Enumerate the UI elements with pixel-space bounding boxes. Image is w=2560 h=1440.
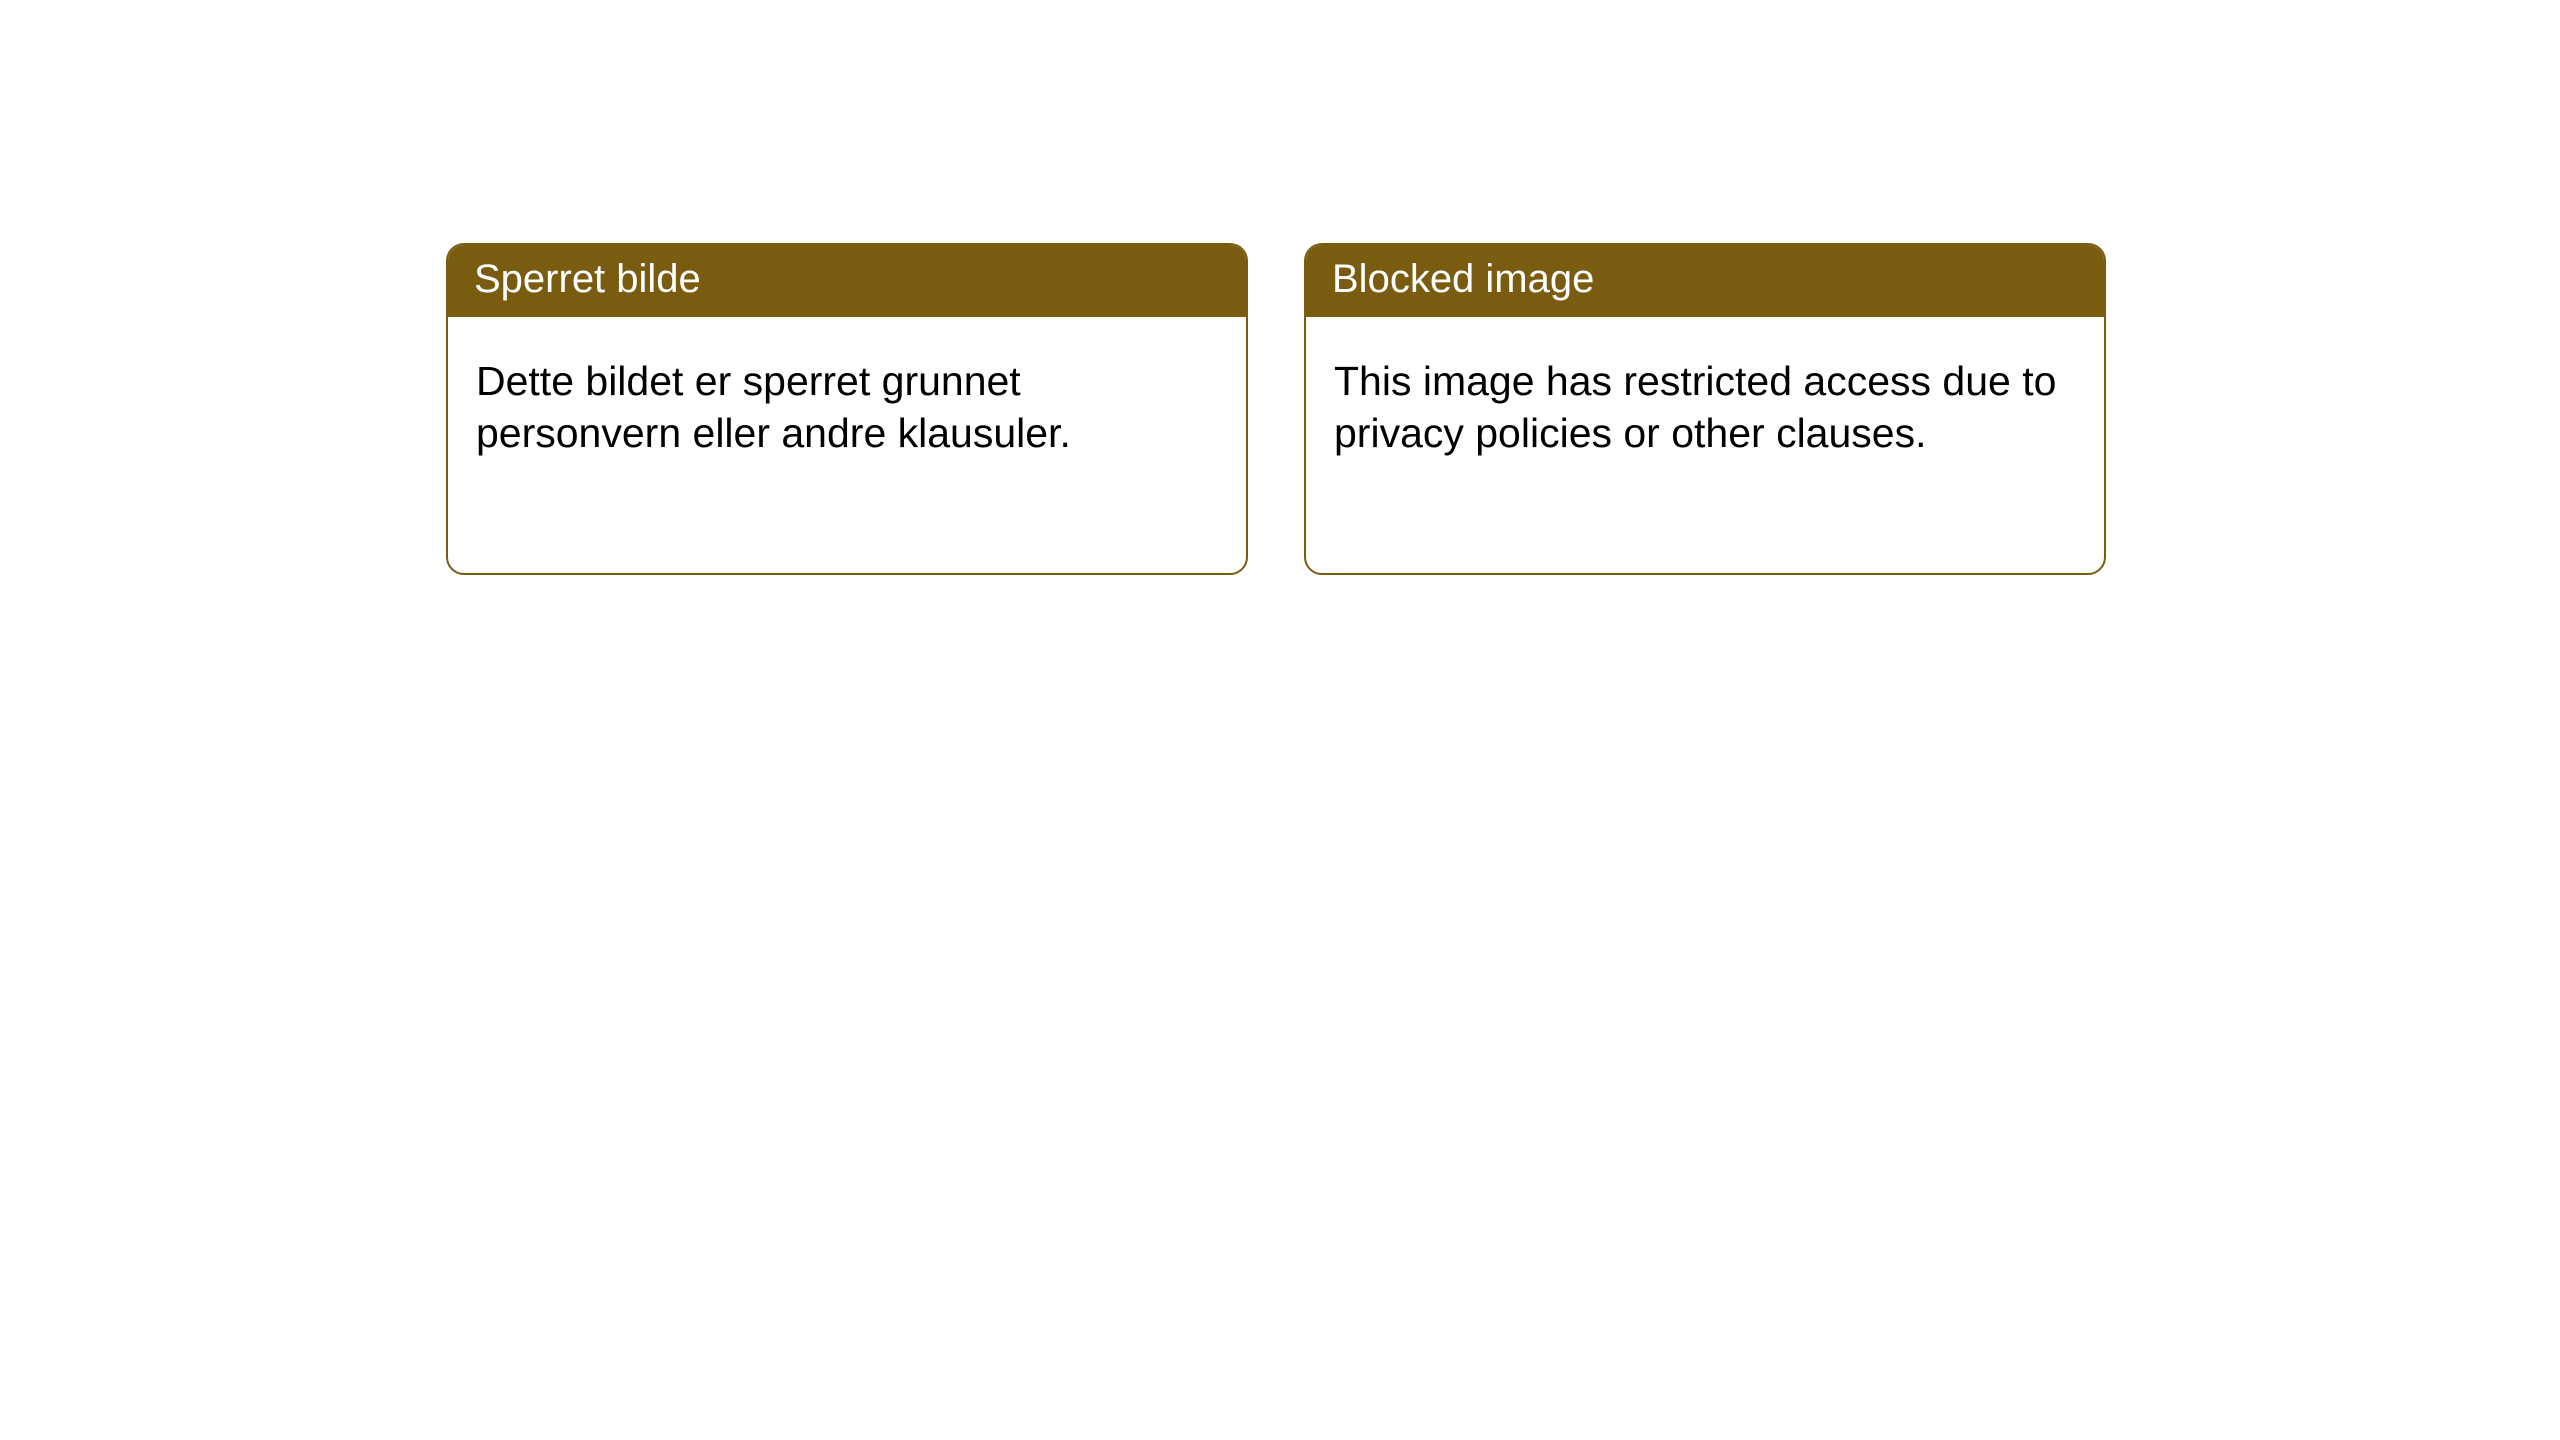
notice-card-norwegian: Sperret bilde Dette bildet er sperret gr…	[446, 243, 1248, 575]
notice-card-body: Dette bildet er sperret grunnet personve…	[448, 317, 1246, 498]
notice-card-title: Sperret bilde	[448, 245, 1246, 317]
notice-card-body: This image has restricted access due to …	[1306, 317, 2104, 498]
notice-cards-container: Sperret bilde Dette bildet er sperret gr…	[0, 0, 2560, 575]
notice-card-english: Blocked image This image has restricted …	[1304, 243, 2106, 575]
notice-card-title: Blocked image	[1306, 245, 2104, 317]
